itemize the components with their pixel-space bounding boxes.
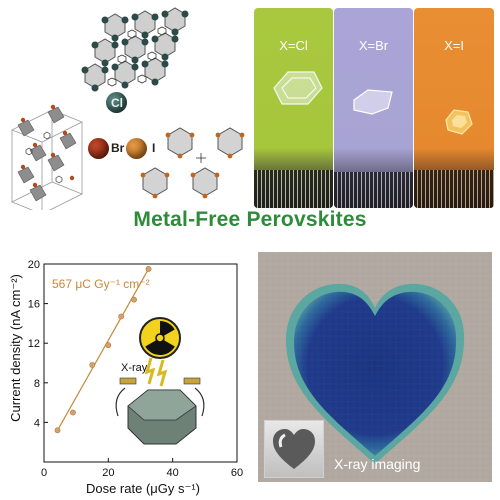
i-crystal-image (445, 109, 473, 135)
chart-frame (43, 263, 238, 463)
data-point (131, 296, 137, 303)
top-packing-diagram (81, 7, 189, 92)
fit-line (56, 268, 150, 431)
crystal-photo-cl-label: X=Cl (279, 38, 308, 53)
chlorine-legend-label: Cl (111, 96, 123, 110)
data-point (89, 362, 96, 368)
chart-annotation: 567 μC Gy⁻¹ cm⁻² (52, 277, 150, 291)
x-tick-label: 40 (167, 467, 179, 479)
chart-fit-line (56, 268, 150, 431)
crystal-photo-i-label: X=I (444, 38, 464, 53)
chart-y-axis-label: Current density (nA cm⁻²) (8, 274, 23, 422)
chart-x-axis-label: Dose rate (μGy s⁻¹) (86, 481, 200, 496)
iodine-legend-marker (126, 138, 147, 159)
x-tick-label: 60 (231, 467, 243, 479)
radiation-icon-blades (145, 321, 175, 355)
chart-points (54, 266, 152, 434)
y-tick-label: 8 (34, 378, 40, 390)
br-ruler (334, 172, 413, 208)
bromine-legend-marker (88, 138, 109, 159)
xray-bolt-2 (156, 359, 168, 387)
crystal-structure-illustration (11, 7, 245, 210)
data-point (105, 342, 112, 349)
y-tick-label: 20 (28, 259, 40, 271)
x-tick-label: 0 (41, 467, 47, 479)
hexagonal-arrangement-diagram (140, 127, 245, 199)
br-crystal-image (353, 89, 393, 115)
data-point (145, 266, 152, 272)
xray-device-illustration: X-ray (115, 317, 205, 445)
xray-caption: X-ray imaging (334, 456, 421, 472)
data-point (118, 313, 125, 320)
current-density-chart: 0 20 40 60 4 8 12 16 20 567 μC Gy⁻¹ cm⁻² Current… (8, 259, 243, 496)
chlorine-legend-marker (106, 92, 127, 113)
device-wire-right (194, 387, 205, 417)
unit-cell-diagram (11, 104, 83, 210)
xray-bolt-1 (144, 357, 156, 385)
bromine-legend-label: Br (111, 141, 125, 155)
y-tick-label: 12 (28, 338, 40, 350)
y-tick-label: 16 (28, 299, 40, 311)
cl-ruler (254, 170, 333, 208)
i-ruler (414, 170, 494, 208)
data-point (54, 427, 61, 434)
figure-title: Metal-Free Perovskites (133, 208, 367, 231)
y-tick-label: 4 (34, 417, 40, 429)
chart-ticks: 0 20 40 60 4 8 12 16 20 (28, 259, 243, 479)
metal-heart-photo (264, 420, 324, 478)
cl-crystal-image (273, 71, 323, 105)
crystal-photo-br-label: X=Br (358, 38, 389, 53)
crystal-photo-i: X=I (414, 8, 494, 208)
iodine-legend-label: I (152, 141, 156, 155)
device-xray-label: X-ray (121, 362, 148, 374)
data-point (70, 409, 76, 416)
crystal-photo-br: X=Br (334, 8, 413, 208)
device-wire-left (115, 387, 126, 417)
chart-axes (43, 263, 238, 463)
metal-heart-icon (273, 429, 315, 469)
x-tick-label: 20 (102, 467, 114, 479)
crystal-photo-cl: X=Cl (254, 8, 333, 208)
xray-image-panel (258, 252, 492, 482)
